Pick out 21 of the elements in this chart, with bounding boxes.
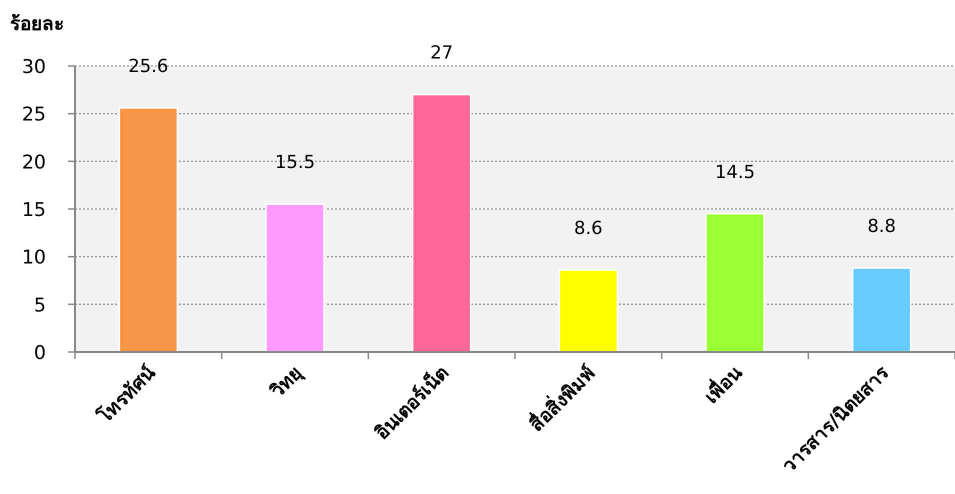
y-tick-label: 25 <box>22 104 46 126</box>
data-label: 27 <box>430 42 454 64</box>
bar <box>705 213 765 353</box>
bar <box>412 94 472 353</box>
bar <box>852 267 912 353</box>
data-label: 8.6 <box>574 218 603 240</box>
y-tick-label: 0 <box>34 342 46 364</box>
x-tick-label: วิทยุ <box>266 362 308 403</box>
y-tick-label: 20 <box>22 151 46 174</box>
bar <box>118 107 178 353</box>
data-label: 15.5 <box>274 152 316 174</box>
y-tick-label: 30 <box>22 56 46 78</box>
y-tick-label: 10 <box>22 246 46 269</box>
y-tick-label: 15 <box>22 199 46 221</box>
bar <box>558 269 618 353</box>
bar <box>265 203 325 353</box>
data-label: 25.6 <box>128 56 168 77</box>
y-axis-title: ร้อยละ <box>10 13 64 35</box>
data-label: 8.8 <box>867 216 896 238</box>
data-label: 14.5 <box>714 162 756 183</box>
y-tick-label: 5 <box>34 294 46 316</box>
